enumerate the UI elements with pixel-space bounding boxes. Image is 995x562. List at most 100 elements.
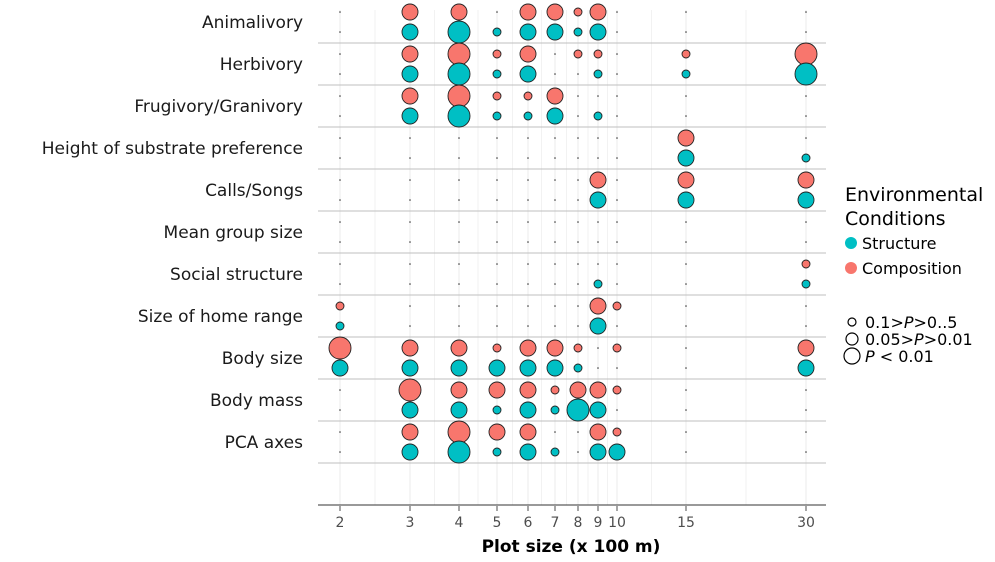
empty-point — [616, 199, 618, 201]
empty-point — [577, 241, 579, 243]
point-composition-body-size-30 — [797, 339, 815, 357]
point-composition-body-mass-3 — [398, 378, 422, 402]
point-composition-frugivory-granivory-5 — [492, 91, 502, 101]
point-composition-frugivory-granivory-7 — [546, 87, 564, 105]
point-composition-body-mass-6 — [519, 381, 537, 399]
empty-point — [616, 53, 618, 55]
point-structure-pca-axes-6 — [519, 443, 537, 461]
empty-point — [616, 137, 618, 139]
x-tick-label: 2 — [336, 515, 345, 531]
legend-size-text: >0..5 — [914, 313, 958, 332]
point-structure-pca-axes-5 — [492, 447, 502, 457]
x-tick-label: 3 — [406, 515, 415, 531]
point-structure-height-of-substrate-preference-30 — [801, 153, 811, 163]
empty-point — [458, 325, 460, 327]
point-structure-herbivory-4 — [447, 62, 471, 86]
legend: Environmental Conditions Structure Composit… — [843, 184, 983, 366]
point-structure-body-mass-6 — [519, 401, 537, 419]
empty-point — [616, 179, 618, 181]
empty-point — [339, 53, 341, 55]
point-structure-calls-songs-15 — [677, 191, 695, 209]
point-structure-animalivory-8 — [573, 27, 583, 37]
empty-point — [577, 157, 579, 159]
empty-point — [458, 283, 460, 285]
empty-point — [616, 367, 618, 369]
label-layer: 2 3 4 5 6 7 8 9 10 15 30 Animalivory Herbivory Frugiv… — [42, 13, 815, 531]
empty-point — [339, 241, 341, 243]
point-composition-frugivory-granivory-6 — [523, 91, 533, 101]
empty-point — [616, 115, 618, 117]
point-structure-social-structure-30 — [801, 279, 811, 289]
empty-point — [339, 179, 341, 181]
point-structure-frugivory-granivory-9 — [593, 111, 603, 121]
mark-layer — [328, 3, 818, 464]
empty-point — [616, 73, 618, 75]
legend-size-text: < 0.01 — [875, 347, 934, 366]
empty-point — [409, 137, 411, 139]
x-tick-label: 8 — [574, 515, 583, 531]
empty-point — [458, 137, 460, 139]
row-label-animalivory: Animalivory — [202, 13, 303, 33]
x-tick-label: 7 — [551, 515, 560, 531]
empty-point — [685, 115, 687, 117]
empty-point — [616, 325, 618, 327]
empty-point — [805, 431, 807, 433]
point-structure-pca-axes-10 — [608, 443, 626, 461]
point-composition-body-mass-7 — [550, 385, 560, 395]
grid-layer — [318, 10, 826, 511]
empty-point — [685, 95, 687, 97]
empty-point — [805, 451, 807, 453]
point-structure-animalivory-7 — [546, 23, 564, 41]
legend-size-label: P < 0.01 — [865, 347, 934, 366]
empty-point — [685, 367, 687, 369]
empty-point — [554, 325, 556, 327]
empty-point — [577, 137, 579, 139]
point-structure-body-size-5 — [488, 359, 506, 377]
point-composition-size-of-home-range-10 — [612, 301, 622, 311]
empty-point — [339, 389, 341, 391]
empty-point — [805, 31, 807, 33]
point-composition-animalivory-6 — [519, 3, 537, 21]
empty-point — [496, 305, 498, 307]
point-composition-size-of-home-range-2 — [335, 301, 345, 311]
empty-point — [339, 263, 341, 265]
empty-point — [577, 283, 579, 285]
point-composition-animalivory-9 — [589, 3, 607, 21]
empty-point — [685, 283, 687, 285]
empty-point — [339, 115, 341, 117]
row-label-social-structure: Social structure — [170, 265, 303, 285]
point-composition-herbivory-4 — [447, 42, 471, 66]
empty-point — [597, 241, 599, 243]
empty-point — [805, 95, 807, 97]
point-structure-animalivory-5 — [492, 27, 502, 37]
point-structure-size-of-home-range-9 — [589, 317, 607, 335]
point-composition-herbivory-6 — [519, 45, 537, 63]
empty-point — [616, 221, 618, 223]
point-structure-body-size-7 — [546, 359, 564, 377]
empty-point — [409, 263, 411, 265]
point-composition-frugivory-granivory-4 — [447, 84, 471, 108]
empty-point — [339, 409, 341, 411]
empty-point — [685, 221, 687, 223]
point-composition-herbivory-5 — [492, 49, 502, 59]
point-structure-pca-axes-3 — [401, 443, 419, 461]
empty-point — [805, 325, 807, 327]
empty-point — [527, 305, 529, 307]
legend-size-text: 0.05> — [865, 330, 914, 349]
empty-point — [409, 283, 411, 285]
point-composition-body-mass-4 — [450, 381, 468, 399]
point-structure-frugivory-granivory-5 — [492, 111, 502, 121]
point-structure-body-size-3 — [401, 359, 419, 377]
empty-point — [458, 221, 460, 223]
empty-point — [339, 199, 341, 201]
legend-size-label: 0.1>P>0..5 — [865, 313, 957, 332]
empty-point — [577, 73, 579, 75]
empty-point — [685, 389, 687, 391]
empty-point — [527, 199, 529, 201]
empty-point — [554, 179, 556, 181]
empty-point — [597, 157, 599, 159]
empty-point — [685, 241, 687, 243]
empty-point — [554, 73, 556, 75]
point-composition-animalivory-8 — [573, 7, 583, 17]
point-composition-size-of-home-range-9 — [589, 297, 607, 315]
